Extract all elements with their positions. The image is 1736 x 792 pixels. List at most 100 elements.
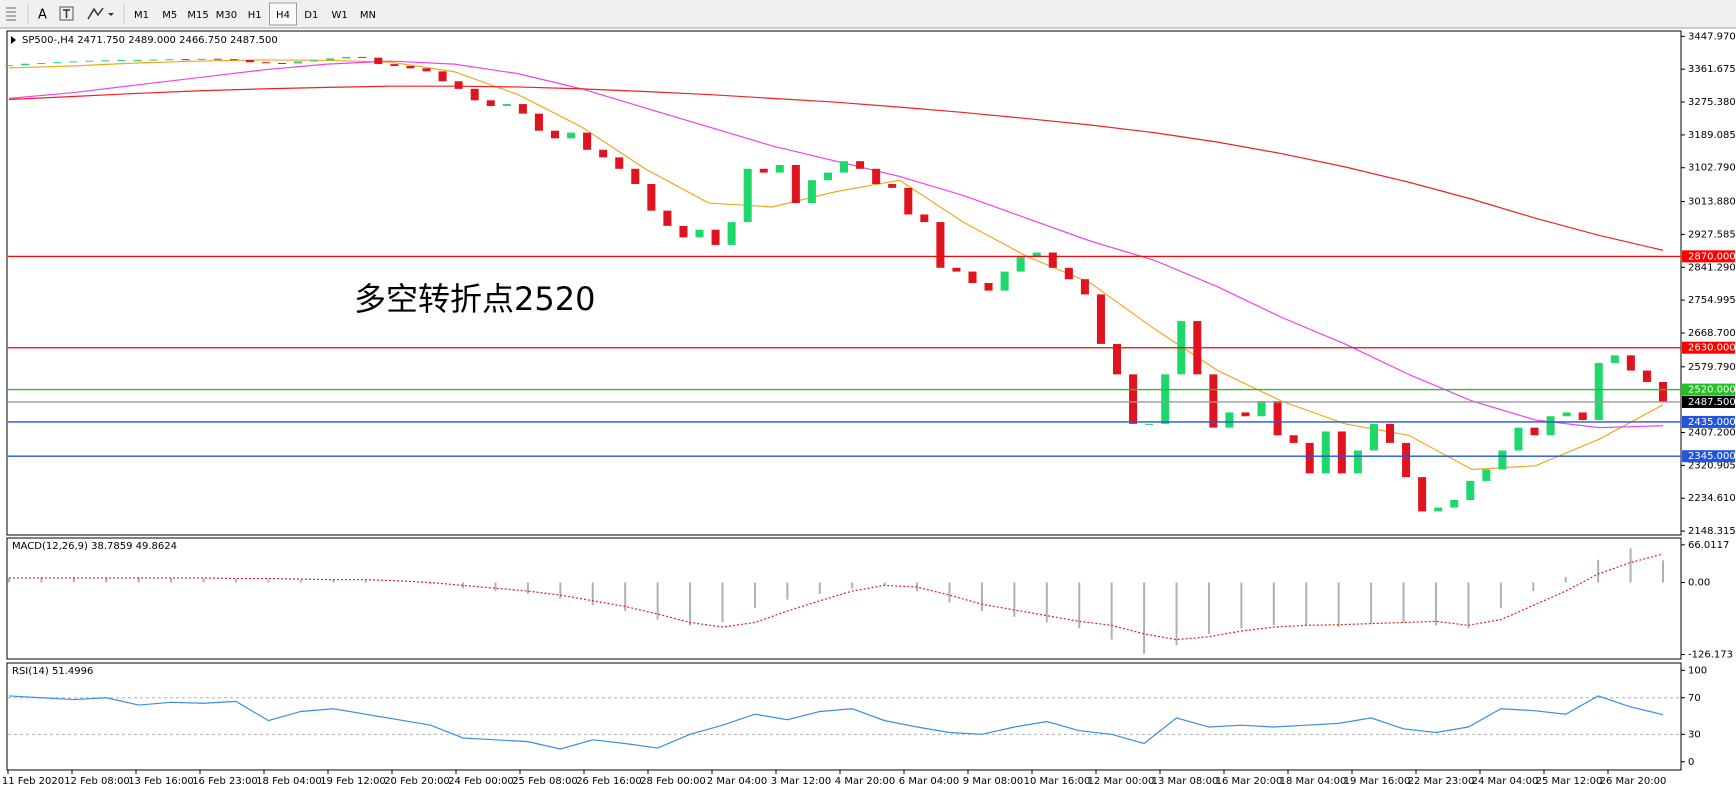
candle (310, 60, 319, 62)
candle (422, 68, 431, 72)
candle (117, 59, 126, 61)
moving-average (8, 60, 1664, 429)
candle (1032, 252, 1041, 257)
timeframe-button[interactable]: MN (354, 3, 381, 25)
x-tick-label: 25 Mar 12:00 (1536, 776, 1603, 787)
y-tick-label: -126.173 (1688, 650, 1733, 661)
candle (1289, 435, 1298, 443)
button-frame (269, 2, 297, 26)
candle (647, 184, 656, 211)
timeframe-button[interactable]: M5 (156, 3, 183, 25)
candle (1578, 412, 1587, 421)
candle (1337, 431, 1346, 474)
timeframe-button[interactable]: W1 (326, 3, 353, 25)
candle (807, 180, 816, 204)
candle (1466, 480, 1475, 500)
candle (454, 81, 463, 89)
candle (294, 61, 303, 64)
x-tick-label: 12 Mar 00:00 (1088, 776, 1155, 787)
symbol-info: SP500-,H4 2471.750 2489.000 2466.750 248… (22, 35, 278, 46)
objects-tool[interactable] (87, 7, 114, 20)
y-tick-label: 3189.085 (1688, 130, 1736, 141)
candle (1610, 355, 1619, 363)
price-tag-label: 2870.000 (1688, 251, 1736, 262)
timeframe-button[interactable]: M1 (128, 3, 155, 25)
timeframe-button[interactable]: M30 (213, 3, 240, 25)
candle (711, 229, 720, 245)
y-tick-label: 2668.700 (1688, 328, 1736, 339)
main-pane (6, 30, 1682, 536)
rsi-pane (6, 662, 1682, 771)
x-tick-label: 28 Feb 00:00 (640, 776, 706, 787)
y-tick-label: 3447.970 (1688, 31, 1736, 42)
candle (486, 100, 495, 106)
x-tick-label: 16 Feb 23:00 (192, 776, 258, 787)
moving-average (8, 85, 1664, 251)
timeframe-label: M1 (134, 10, 149, 21)
candle (1594, 362, 1603, 421)
candle (181, 59, 190, 61)
timeframe-button[interactable]: M15 (185, 3, 212, 25)
candle (534, 113, 543, 131)
x-tick-label: 19 Feb 12:00 (320, 776, 386, 787)
y-tick-label: 2927.585 (1688, 229, 1736, 240)
timeframe-button[interactable]: H1 (241, 3, 268, 25)
timeframe-label: W1 (331, 10, 347, 21)
candle (165, 59, 174, 61)
price-tag-label: 2345.000 (1688, 451, 1736, 462)
candle (390, 64, 399, 67)
pane-marker (11, 36, 16, 44)
tool-icons: A (6, 4, 125, 24)
crosshair-tool[interactable] (6, 7, 16, 21)
candle (502, 104, 511, 106)
candle (1145, 423, 1154, 425)
x-tick-label: 16 Mar 20:00 (1216, 776, 1283, 787)
candle (4, 65, 14, 67)
candle (438, 71, 447, 82)
candle (1129, 374, 1138, 424)
timeframe-label: MN (360, 10, 376, 21)
candle (149, 59, 158, 61)
text-tool[interactable]: A (38, 8, 47, 23)
x-tick-label: 20 Feb 20:00 (384, 776, 450, 787)
candle (53, 62, 62, 64)
candle (277, 62, 287, 64)
macd-signal (9, 553, 1664, 641)
candle (37, 62, 46, 64)
price-tag (1682, 383, 1735, 396)
candle (952, 267, 961, 272)
candle (133, 59, 142, 61)
candle (1418, 477, 1427, 512)
x-tick-label: 18 Feb 04:00 (256, 776, 322, 787)
candle (599, 149, 608, 158)
candle (1385, 423, 1395, 443)
y-tick-label: 0 (1688, 757, 1694, 768)
candle (743, 168, 752, 223)
timeframe-button[interactable]: D1 (298, 3, 325, 25)
candle (21, 63, 30, 66)
label-tool[interactable] (59, 6, 74, 21)
y-tick-label: 100 (1688, 665, 1707, 676)
price-tag-label: 2520.000 (1688, 385, 1736, 396)
timeframe-label: H1 (248, 10, 262, 21)
candle (1482, 469, 1491, 481)
y-tick-label: 2407.200 (1688, 428, 1736, 439)
price-tag (1682, 415, 1735, 428)
x-tick-label: 4 Mar 20:00 (835, 776, 895, 787)
candle (840, 161, 849, 173)
candle (550, 130, 559, 139)
x-tick-label: 11 Feb 2020 (2, 776, 64, 787)
candle (1048, 252, 1057, 268)
x-tick-label: 9 Mar 08:00 (963, 776, 1023, 787)
candle (1257, 401, 1266, 417)
x-tick-label: 12 Feb 08:00 (64, 776, 130, 787)
timeframe-label: M5 (162, 10, 177, 21)
candle (791, 164, 800, 204)
candle (1273, 401, 1282, 436)
candle (342, 56, 351, 59)
candle (1402, 442, 1411, 478)
timeframe-button[interactable]: H4 (269, 2, 297, 26)
candle (261, 62, 270, 64)
